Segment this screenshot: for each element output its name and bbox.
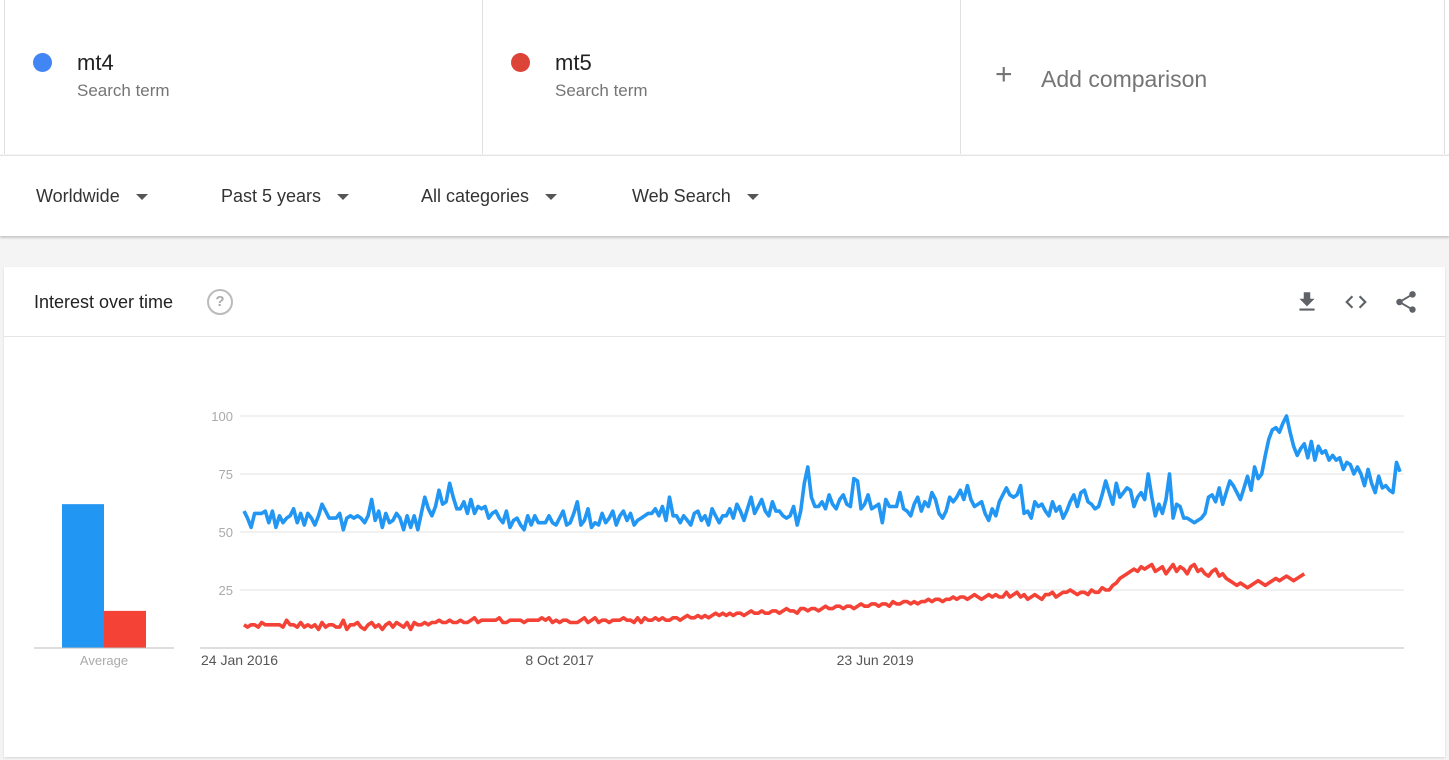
average-bar-mt5 bbox=[104, 610, 146, 648]
search-terms-bar: mt4 Search term mt5 Search term + Add co… bbox=[0, 0, 1449, 154]
interest-chart: 25 50 75 100 24 Jan 2016 8 Oct 2017 23 Jun 201… bbox=[34, 409, 1404, 668]
add-comparison-label[interactable]: Add comparison bbox=[1041, 66, 1208, 92]
chevron-down-icon bbox=[337, 193, 350, 200]
download-icon[interactable] bbox=[1294, 289, 1320, 315]
series-line-mt4 bbox=[242, 414, 1402, 532]
series-line-mt5 bbox=[243, 562, 1306, 632]
filter-label: Web Search bbox=[632, 186, 731, 206]
average-label: Average bbox=[80, 653, 128, 668]
y-tick-label: 25 bbox=[219, 583, 233, 598]
term-name[interactable]: mt5 bbox=[555, 50, 592, 75]
x-tick-label: 24 Jan 2016 bbox=[201, 652, 278, 668]
filter-bar: Worldwide Past 5 years All categories We… bbox=[0, 155, 1449, 236]
chevron-down-icon bbox=[746, 193, 759, 200]
card-header: Interest over time ? bbox=[4, 267, 1445, 337]
card-title: Interest over time bbox=[34, 292, 174, 312]
filter-search-type[interactable]: Web Search bbox=[632, 186, 759, 207]
y-tick-label: 75 bbox=[219, 467, 233, 482]
term-color-dot bbox=[511, 53, 530, 72]
y-tick-label: 100 bbox=[211, 409, 233, 424]
term-card-mt4[interactable]: mt4 Search term bbox=[4, 0, 482, 154]
add-comparison-button[interactable]: + Add comparison bbox=[960, 0, 1445, 154]
filter-region[interactable]: Worldwide bbox=[36, 186, 148, 207]
share-icon[interactable] bbox=[1393, 289, 1419, 315]
term-type-label: Search term bbox=[77, 81, 170, 100]
term-color-dot bbox=[33, 53, 52, 72]
average-bar-mt4 bbox=[62, 504, 104, 648]
x-tick-label: 8 Oct 2017 bbox=[525, 652, 594, 668]
x-tick-label: 23 Jun 2019 bbox=[837, 652, 914, 668]
filter-label: Worldwide bbox=[36, 186, 120, 206]
filter-label: Past 5 years bbox=[221, 186, 322, 206]
interest-over-time-card: Interest over time ? 25 50 75 100 24 Jan 201… bbox=[4, 267, 1445, 757]
filter-label: All categories bbox=[421, 186, 530, 206]
chevron-down-icon bbox=[135, 193, 148, 200]
plus-icon[interactable]: + bbox=[995, 58, 1013, 91]
help-icon[interactable]: ? bbox=[207, 289, 233, 315]
embed-icon[interactable] bbox=[1343, 289, 1369, 315]
term-type-label: Search term bbox=[555, 81, 648, 100]
filter-time-range[interactable]: Past 5 years bbox=[221, 186, 350, 207]
term-name[interactable]: mt4 bbox=[77, 50, 114, 75]
chevron-down-icon bbox=[545, 193, 558, 200]
filter-category[interactable]: All categories bbox=[421, 186, 558, 207]
y-tick-label: 50 bbox=[219, 525, 233, 540]
term-card-mt5[interactable]: mt5 Search term bbox=[482, 0, 960, 154]
